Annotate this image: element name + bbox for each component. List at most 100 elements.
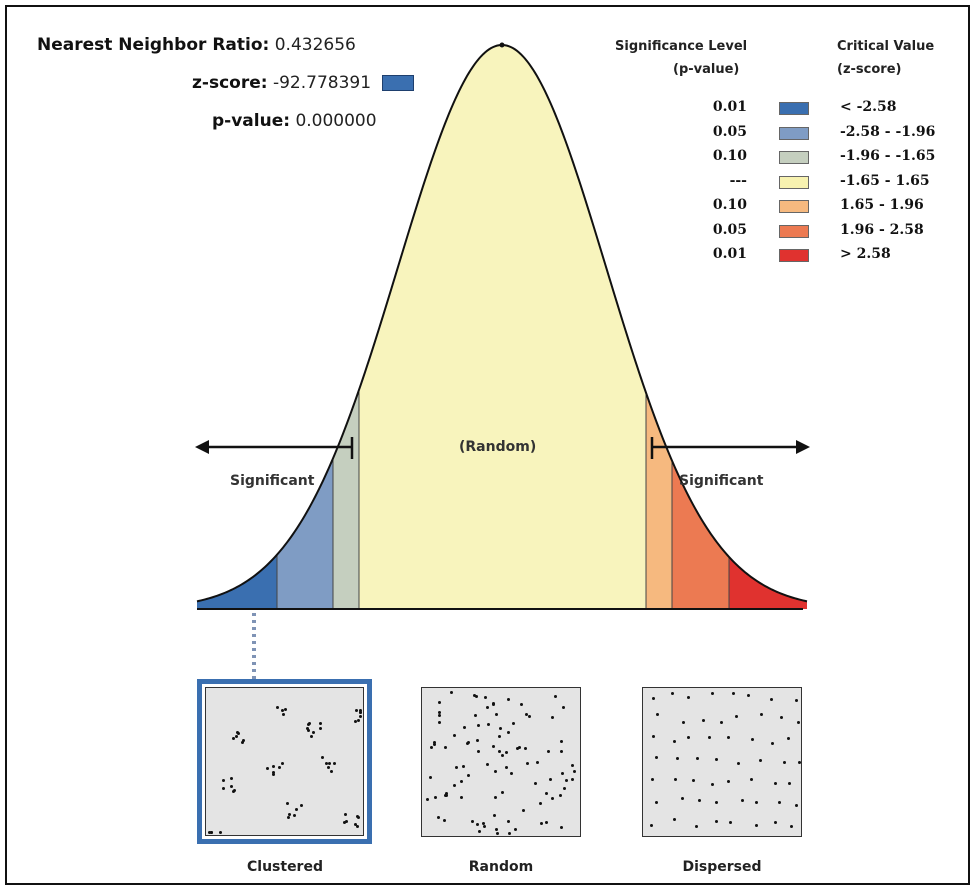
pattern-point xyxy=(737,761,741,765)
pattern-point xyxy=(695,757,699,761)
pattern-point xyxy=(359,708,362,712)
pattern-point xyxy=(570,764,574,768)
pattern-point xyxy=(300,804,304,808)
pattern-point xyxy=(450,691,454,695)
pattern-point xyxy=(293,813,297,817)
pattern-point xyxy=(222,778,226,782)
pattern-point xyxy=(514,827,518,831)
pattern-point xyxy=(498,726,502,730)
pattern-point xyxy=(797,721,801,725)
pattern-point xyxy=(692,779,696,783)
pattern-point xyxy=(326,765,330,769)
pattern-point xyxy=(747,694,751,698)
legend-z-range: -2.58 - -1.96 xyxy=(840,123,936,140)
pattern-point xyxy=(548,778,552,782)
pattern-point xyxy=(714,819,718,823)
pattern-point xyxy=(266,767,270,771)
pattern-point xyxy=(476,823,480,827)
pattern-point xyxy=(524,746,528,750)
curve-band xyxy=(646,45,672,609)
pattern-point xyxy=(288,812,291,816)
pattern-point xyxy=(774,821,778,825)
pattern-point xyxy=(272,772,276,776)
random-caption: Random xyxy=(468,859,534,875)
pattern-point xyxy=(778,801,782,805)
pattern-point xyxy=(218,831,222,834)
pattern-point xyxy=(477,723,481,727)
pattern-point xyxy=(356,719,360,723)
curve-band xyxy=(672,45,729,609)
pattern-point xyxy=(310,735,314,739)
pattern-point xyxy=(794,803,798,807)
pattern-point xyxy=(702,719,706,723)
pattern-point xyxy=(507,698,511,702)
pattern-point xyxy=(741,799,745,803)
pattern-point xyxy=(788,782,792,786)
p-value-line: p-value: 0.000000 xyxy=(212,111,377,131)
legend-swatch xyxy=(779,200,809,213)
pattern-point xyxy=(675,757,679,761)
pattern-point xyxy=(719,720,723,724)
dispersed-pattern-panel xyxy=(642,687,802,837)
pattern-point xyxy=(787,736,791,740)
pattern-point xyxy=(750,738,754,742)
pattern-point xyxy=(651,734,655,738)
pattern-point xyxy=(554,695,558,699)
pattern-point xyxy=(443,746,447,750)
legend-swatch xyxy=(779,102,809,115)
pattern-point xyxy=(572,769,576,773)
pattern-point xyxy=(497,749,501,753)
pattern-point xyxy=(231,737,235,741)
pattern-point xyxy=(354,719,358,723)
pattern-point xyxy=(460,796,464,800)
sig-header-1: Significance Level xyxy=(615,39,748,54)
pattern-point xyxy=(355,708,359,712)
pattern-point xyxy=(559,793,563,797)
legend-p-value: 0.10 xyxy=(712,148,747,164)
pattern-point xyxy=(651,697,655,701)
pattern-point xyxy=(673,818,677,822)
pattern-point xyxy=(359,711,362,715)
pattern-point xyxy=(672,739,676,743)
pattern-point xyxy=(550,796,554,800)
pattern-point xyxy=(501,754,505,758)
pattern-point xyxy=(483,825,487,829)
pattern-point xyxy=(544,820,548,824)
pattern-point xyxy=(482,821,486,825)
pattern-point xyxy=(430,746,434,750)
pattern-point xyxy=(477,750,481,754)
sig-header-2: (p-value) xyxy=(673,62,740,77)
pattern-point xyxy=(546,749,550,753)
pattern-point xyxy=(333,762,337,766)
pattern-point xyxy=(467,774,470,778)
legend-swatch xyxy=(779,249,809,262)
pattern-point xyxy=(729,820,733,824)
clustered-pattern-panel xyxy=(205,687,364,836)
pattern-point xyxy=(318,727,322,731)
legend-swatch xyxy=(779,224,809,238)
pattern-point xyxy=(271,765,275,769)
pattern-point xyxy=(229,777,233,781)
pattern-point xyxy=(681,797,685,801)
pattern-point xyxy=(771,741,775,745)
z-score-line: z-score: -92.778391 xyxy=(192,73,415,93)
pattern-point xyxy=(795,699,799,703)
pattern-point xyxy=(734,715,738,719)
pattern-point xyxy=(437,714,441,718)
legend-z-range: -1.65 - 1.65 xyxy=(840,172,930,189)
pattern-point xyxy=(472,694,476,698)
pattern-point xyxy=(797,761,801,765)
legend-z-range: 1.65 - 1.96 xyxy=(840,197,924,213)
pattern-point xyxy=(498,734,502,738)
pattern-point xyxy=(521,808,525,812)
pattern-point xyxy=(560,739,564,743)
pattern-point xyxy=(473,713,477,717)
legend-z-range: > 2.58 xyxy=(840,246,891,262)
crit-header-2: (z-score) xyxy=(837,62,902,77)
pattern-point xyxy=(560,771,564,775)
p-value-value: 0.000000 xyxy=(295,111,377,131)
pattern-point xyxy=(571,777,575,781)
pattern-point xyxy=(773,781,777,785)
pattern-point xyxy=(527,714,531,718)
pattern-point xyxy=(325,762,329,765)
